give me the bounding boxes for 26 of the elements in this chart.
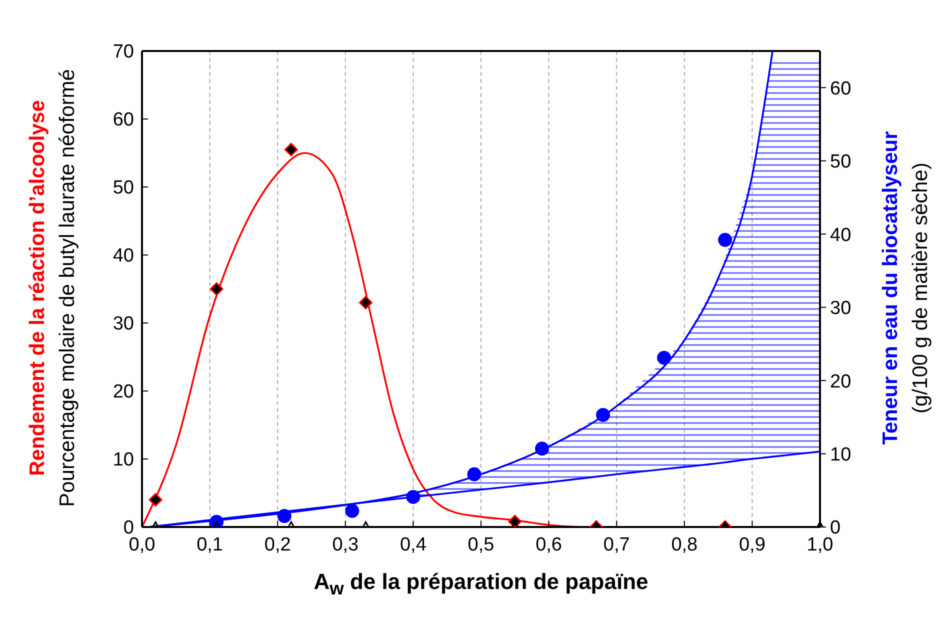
y2-tick-label: 20 [830, 371, 852, 392]
x-tick-label: 0,1 [196, 534, 224, 556]
x-tick-label: 0,3 [332, 534, 359, 556]
x-tick-label: 0,9 [738, 534, 766, 556]
y-tick-label: 40 [112, 246, 134, 267]
x-tick-label: 0,5 [468, 534, 494, 556]
y-tick-label: 60 [112, 110, 134, 131]
y2-tick-label: 10 [830, 444, 852, 466]
x-tick-label: 0,8 [671, 534, 698, 556]
x-tick-label: 0,7 [603, 534, 630, 556]
y2-axis-title: Teneur en eau du biocatalyseur (g/100 g de matière sèche) [878, 131, 933, 445]
x-tick-label: 0,2 [264, 534, 291, 556]
y2-tick-label: 30 [830, 298, 852, 320]
x-tick-label: 0,6 [536, 534, 562, 556]
x-tick-label: 0,4 [400, 534, 427, 556]
y-tick-label: 20 [112, 382, 134, 403]
y2-tick-label: 60 [830, 78, 852, 100]
y-tick-label: 10 [112, 450, 134, 471]
y-tick-label: 50 [112, 178, 134, 199]
x-axis-title: A$_{w}$ de la préparation de papaïne [312, 569, 650, 600]
y-tick-label: 30 [112, 314, 134, 335]
x-tick-label: 0,0 [128, 534, 156, 556]
y2-tick-label: 50 [830, 152, 852, 173]
y-axis-title: Rendement de la réaction d’alcoolyse Pourcentage molaire de butyl laurate néoformé [25, 69, 80, 507]
y2-tick-label: 40 [830, 224, 852, 246]
y-tick-label: 70 [112, 42, 134, 63]
